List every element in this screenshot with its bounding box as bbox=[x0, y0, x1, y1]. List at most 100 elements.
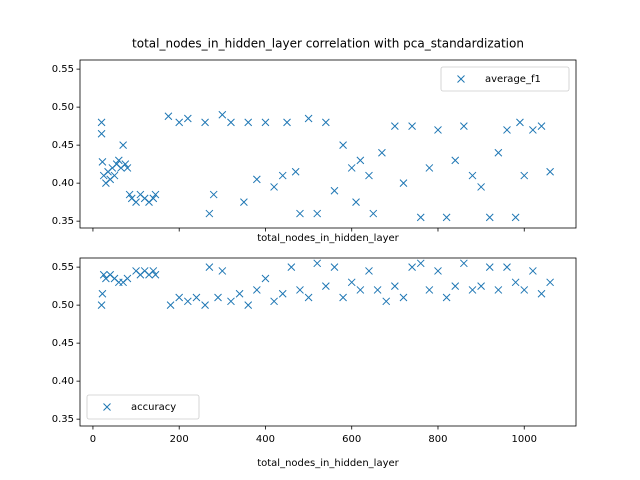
y-tick-label: 0.55 bbox=[52, 262, 74, 273]
point bbox=[485, 263, 494, 271]
point bbox=[205, 263, 214, 271]
point bbox=[494, 148, 503, 157]
point bbox=[110, 171, 119, 180]
point bbox=[434, 267, 442, 275]
point bbox=[98, 158, 107, 166]
y-tick-label: 0.55 bbox=[52, 64, 74, 75]
point bbox=[123, 164, 132, 172]
y-tick-label: 0.40 bbox=[52, 178, 74, 189]
legend-label: accuracy bbox=[131, 402, 176, 413]
point bbox=[369, 209, 378, 218]
point bbox=[529, 126, 537, 134]
point bbox=[270, 297, 278, 306]
point bbox=[520, 171, 529, 180]
point bbox=[175, 293, 184, 302]
point bbox=[503, 126, 511, 134]
point bbox=[485, 213, 494, 222]
x-tick-label: 600 bbox=[342, 434, 361, 445]
point bbox=[451, 156, 460, 165]
x-axis-label: total_nodes_in_hidden_layer bbox=[257, 458, 399, 469]
point bbox=[339, 141, 347, 149]
point bbox=[240, 198, 248, 207]
point bbox=[339, 293, 347, 302]
point bbox=[201, 301, 209, 309]
point bbox=[252, 175, 261, 184]
point bbox=[365, 267, 373, 275]
point bbox=[119, 141, 127, 149]
point bbox=[352, 198, 360, 207]
point bbox=[244, 118, 253, 127]
point bbox=[330, 263, 339, 271]
point bbox=[209, 190, 218, 199]
point bbox=[183, 114, 192, 123]
point bbox=[287, 263, 296, 271]
y-tick-label: 0.45 bbox=[52, 140, 74, 151]
point bbox=[296, 209, 304, 218]
point bbox=[494, 286, 503, 294]
point bbox=[399, 179, 408, 188]
point bbox=[425, 286, 434, 294]
axes-frame bbox=[79, 59, 577, 229]
point bbox=[511, 278, 520, 287]
point bbox=[166, 301, 175, 309]
point bbox=[123, 274, 132, 283]
point bbox=[408, 122, 416, 130]
point bbox=[477, 282, 485, 290]
point bbox=[330, 186, 339, 195]
point bbox=[98, 289, 107, 298]
point bbox=[304, 293, 313, 302]
point bbox=[97, 301, 106, 309]
point bbox=[149, 194, 158, 203]
legend-marker bbox=[457, 75, 465, 83]
point bbox=[468, 286, 477, 294]
point bbox=[270, 183, 278, 191]
legend-box bbox=[86, 394, 200, 420]
point bbox=[451, 282, 460, 290]
point bbox=[546, 167, 554, 176]
point bbox=[399, 293, 408, 302]
point bbox=[114, 156, 123, 165]
point bbox=[201, 118, 209, 127]
point bbox=[244, 301, 253, 309]
y-tick-label: 0.50 bbox=[52, 102, 74, 113]
point bbox=[125, 190, 134, 199]
point bbox=[468, 171, 477, 180]
point bbox=[347, 164, 356, 172]
point bbox=[378, 148, 386, 157]
point bbox=[321, 282, 330, 290]
point bbox=[205, 209, 214, 218]
point bbox=[149, 267, 158, 275]
point bbox=[283, 118, 291, 127]
point bbox=[183, 297, 192, 306]
chart-title: total_nodes_in_hidden_layer correlation … bbox=[132, 37, 524, 51]
x-axis-label: total_nodes_in_hidden_layer bbox=[257, 233, 399, 244]
point bbox=[261, 118, 270, 127]
point bbox=[321, 118, 330, 127]
point bbox=[227, 297, 235, 306]
point bbox=[97, 129, 106, 138]
point bbox=[175, 118, 184, 127]
point bbox=[537, 122, 546, 130]
point bbox=[520, 286, 529, 294]
point bbox=[218, 110, 227, 119]
y-tick-label: 0.35 bbox=[52, 414, 74, 425]
axes-frame bbox=[79, 257, 577, 427]
point bbox=[227, 118, 235, 127]
point bbox=[382, 297, 391, 306]
point bbox=[313, 259, 322, 268]
point bbox=[252, 286, 261, 294]
point bbox=[121, 160, 130, 168]
point bbox=[546, 278, 554, 287]
point bbox=[99, 270, 108, 279]
point bbox=[442, 293, 451, 302]
point bbox=[365, 171, 373, 180]
point bbox=[97, 118, 106, 127]
point bbox=[192, 293, 201, 302]
legend-marker bbox=[103, 403, 111, 411]
point bbox=[132, 198, 140, 207]
point bbox=[373, 286, 382, 294]
point bbox=[214, 293, 222, 302]
point bbox=[278, 289, 287, 298]
point bbox=[261, 274, 270, 283]
